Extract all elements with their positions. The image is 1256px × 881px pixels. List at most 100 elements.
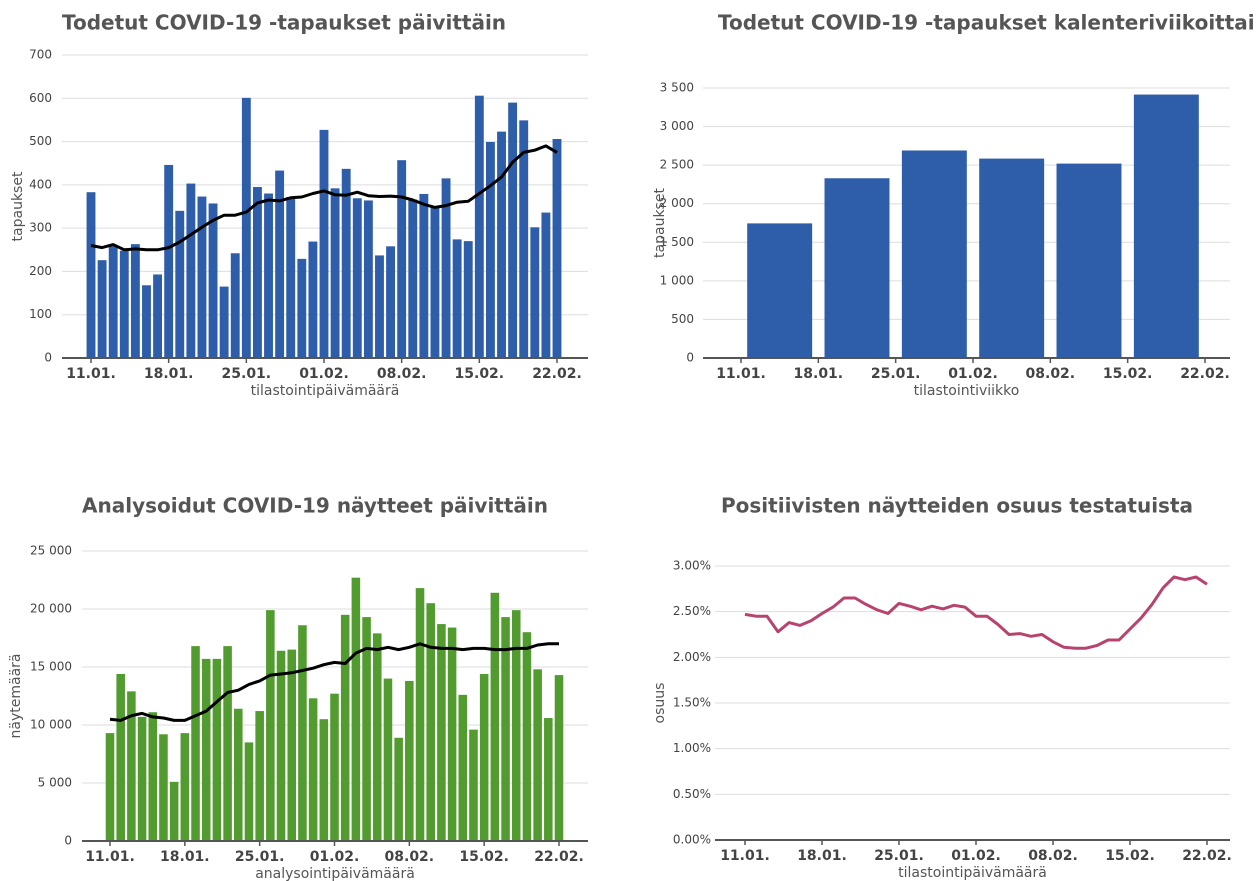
x-tick-label: 11.01. (720, 848, 770, 864)
x-axis-label: tilastointipäivämäärä (251, 383, 400, 399)
bar (394, 737, 403, 841)
x-tick-label: 08.02. (1028, 848, 1078, 864)
y-tick-label: 300 (29, 221, 52, 235)
bar (386, 246, 396, 358)
bar (191, 646, 200, 841)
x-axis-label: analysointipäivämäärä (255, 866, 415, 881)
bar (275, 170, 285, 358)
bar (419, 193, 429, 358)
bar (255, 711, 264, 841)
bar (541, 212, 551, 358)
bar (212, 658, 222, 841)
bar (164, 164, 174, 358)
bar (180, 733, 190, 841)
bar (340, 614, 350, 841)
x-tick-label: 18.01. (144, 366, 194, 382)
y-tick-label: 1.00% (673, 741, 711, 755)
bar (474, 95, 484, 358)
bar (1133, 94, 1199, 359)
bar (362, 617, 371, 841)
x-tick-label: 11.01. (66, 366, 116, 382)
bar (363, 200, 373, 358)
y-tick-label: 3 000 (660, 119, 694, 133)
x-tick-label: 25.01. (874, 848, 924, 864)
y-tick-label: 500 (671, 312, 694, 326)
bar (479, 673, 489, 841)
bar (127, 691, 136, 841)
y-axis-label: osuus (652, 683, 668, 724)
bar (415, 588, 425, 841)
bar (319, 129, 329, 358)
bar (447, 627, 457, 841)
bar (201, 658, 211, 841)
bar (264, 193, 273, 358)
bar (308, 241, 318, 358)
bar (530, 227, 540, 358)
bar (308, 698, 318, 841)
x-tick-label: 15.02. (1103, 366, 1153, 382)
x-tick-label: 11.01. (716, 366, 766, 382)
y-tick-label: 1 500 (660, 235, 694, 249)
x-tick-label: 01.02. (951, 848, 1001, 864)
bar (119, 250, 129, 358)
bar (497, 131, 506, 358)
y-tick-label: 20 000 (30, 602, 72, 616)
bar (341, 168, 351, 358)
bar (747, 223, 813, 358)
y-tick-label: 400 (29, 177, 52, 191)
x-tick-label: 08.02. (385, 849, 435, 865)
x-tick-label: 25.01. (871, 366, 921, 382)
bar (397, 160, 407, 358)
bar (501, 617, 510, 841)
bar (441, 178, 451, 358)
bar (511, 610, 521, 841)
bar (219, 286, 229, 358)
line (744, 575, 1208, 650)
bar (266, 610, 275, 841)
x-tick-label: 08.02. (1026, 366, 1076, 382)
x-tick-label: 22.02. (532, 366, 582, 382)
bar (223, 646, 232, 841)
chart-title: Positiivisten näytteiden osuus testatuis… (721, 494, 1193, 518)
chart-title: Analysoidut COVID-19 näytteet päivittäin (82, 494, 548, 518)
bar (901, 150, 967, 358)
x-axis-label: tilastointipäivämäärä (898, 865, 1047, 881)
bar (175, 210, 185, 358)
y-tick-label: 0.50% (673, 787, 711, 801)
x-tick-label: 08.02. (377, 366, 427, 382)
bar (319, 719, 329, 841)
bar (159, 734, 168, 841)
y-tick-label: 200 (29, 264, 52, 278)
bar (142, 285, 151, 358)
y-tick-label: 700 (29, 48, 52, 62)
bar (186, 183, 196, 358)
y-tick-label: 3 500 (660, 81, 694, 95)
bar (116, 673, 125, 841)
bar (485, 142, 495, 358)
bar (351, 577, 361, 841)
bar (330, 693, 339, 841)
bar (522, 632, 532, 841)
bar (372, 633, 382, 841)
chart-title: Todetut COVID-19 -tapaukset kalenterivii… (718, 11, 1256, 35)
x-tick-label: 01.02. (299, 366, 349, 382)
bar (286, 196, 296, 358)
bar (490, 592, 500, 841)
x-tick-label: 15.02. (1105, 848, 1155, 864)
bar (544, 718, 553, 841)
line (90, 144, 558, 252)
x-axis-label: tilastointiviikko (914, 383, 1020, 399)
bar (197, 196, 207, 358)
bar (352, 198, 362, 358)
x-tick-label: 22.02. (1182, 848, 1232, 864)
bar (153, 274, 163, 358)
bar (437, 624, 446, 841)
bar (230, 253, 240, 358)
y-tick-label: 600 (29, 91, 52, 105)
bar (463, 241, 473, 358)
bar (241, 97, 251, 359)
bar (208, 203, 218, 358)
y-tick-label: 0 (686, 351, 694, 365)
x-tick-label: 25.01. (235, 849, 285, 865)
